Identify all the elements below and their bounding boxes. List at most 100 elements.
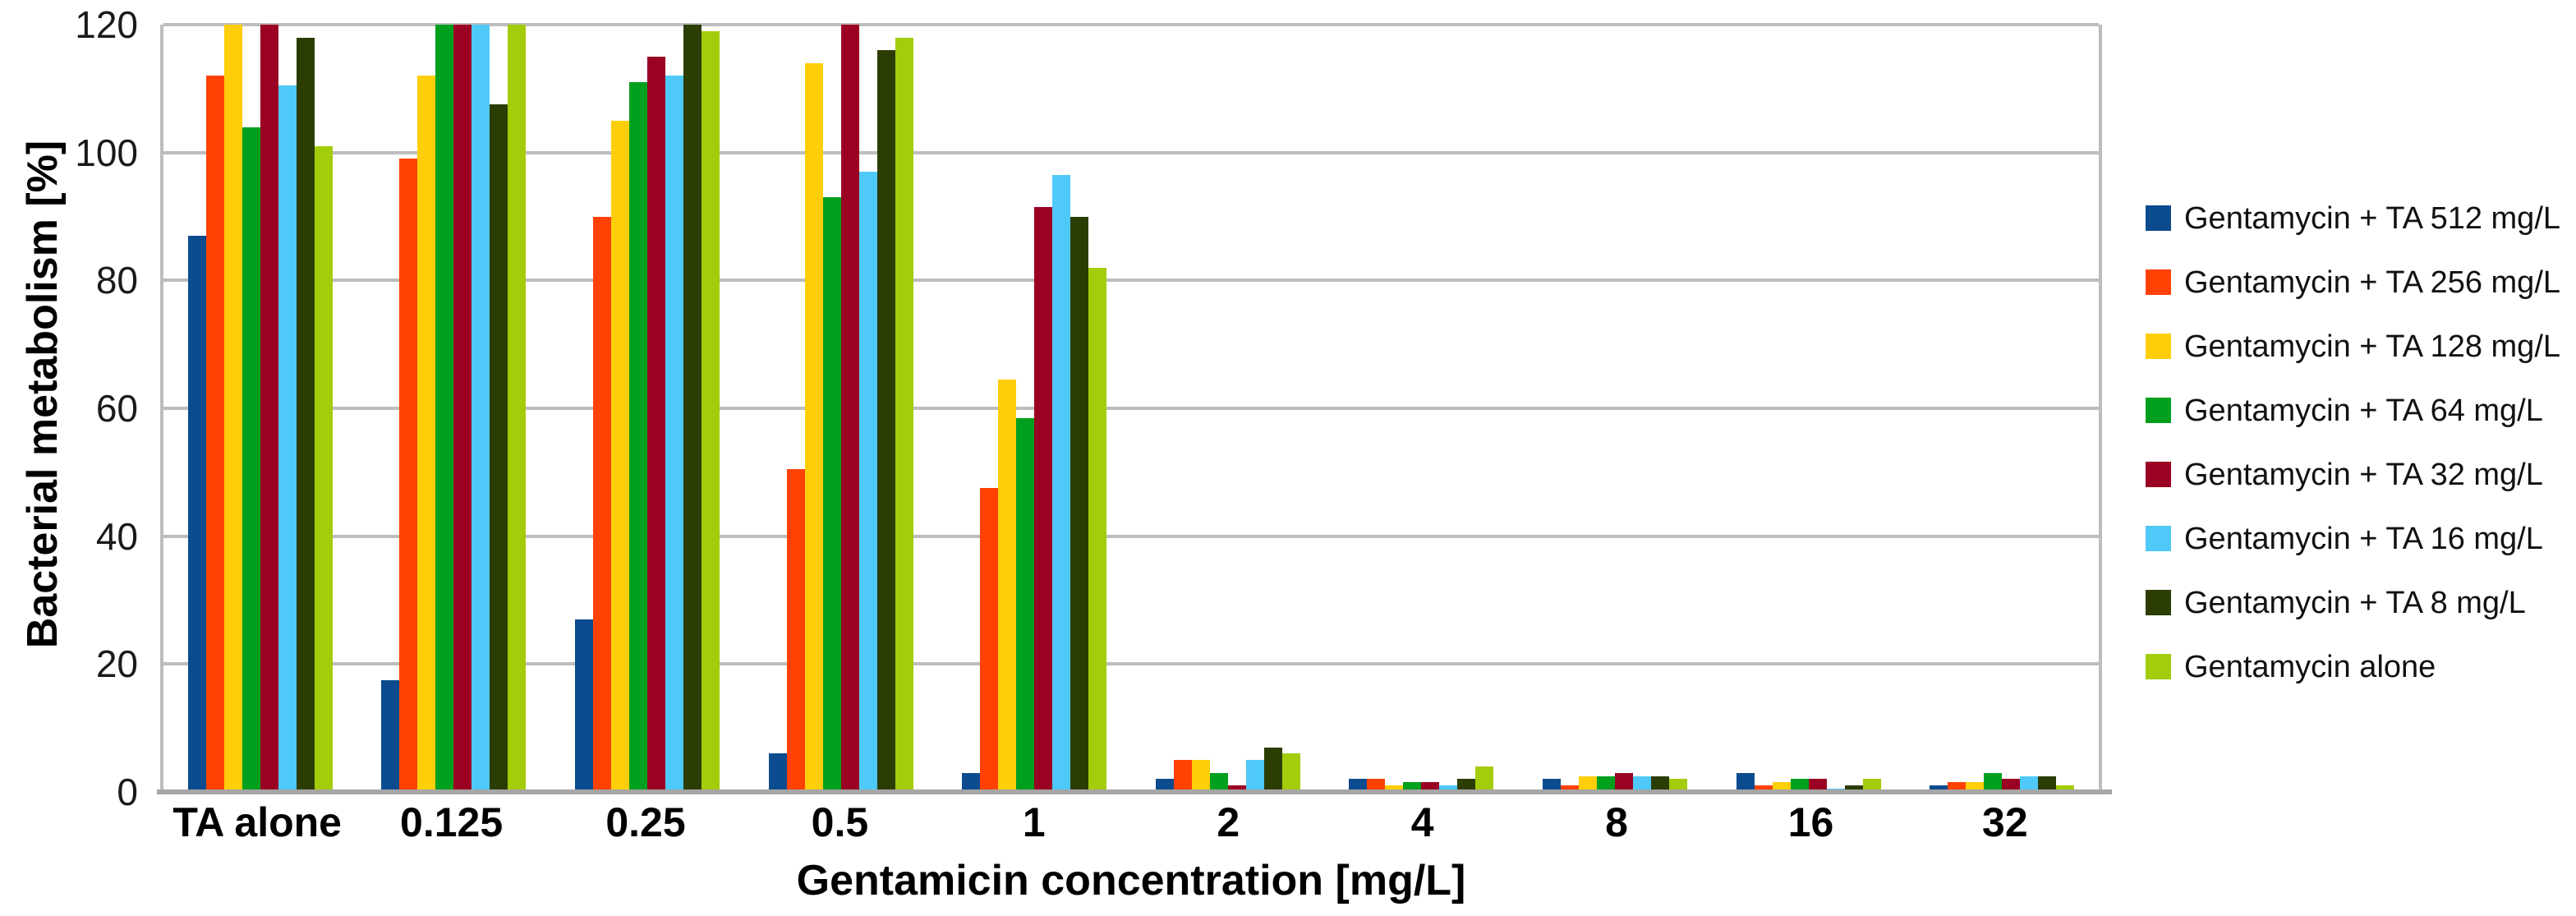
bar-group-0.5 — [744, 25, 938, 792]
bar — [1457, 779, 1476, 792]
bar-group-0.25 — [550, 25, 744, 792]
gridline-20 — [163, 662, 2099, 666]
bar — [205, 76, 224, 792]
bar — [2056, 785, 2075, 792]
bar — [592, 216, 611, 792]
bar — [998, 379, 1017, 792]
bar — [876, 50, 895, 792]
bar — [1281, 753, 1300, 792]
bar — [1772, 782, 1791, 792]
bar-group-1 — [937, 25, 1131, 792]
plot-area — [160, 23, 2102, 792]
legend-label: Gentamycin + TA 8 mg/L — [2184, 585, 2526, 620]
x-tick-label-16: 16 — [1787, 799, 1834, 845]
legend-label: Gentamycin + TA 64 mg/L — [2184, 393, 2543, 428]
bar — [1227, 785, 1246, 792]
y-tick-label-20: 20 — [95, 642, 138, 686]
bar — [1578, 776, 1597, 792]
bar — [683, 25, 702, 792]
x-tick-label-32: 32 — [1982, 799, 2028, 845]
bar — [1016, 417, 1035, 792]
bar — [1862, 779, 1881, 792]
bar — [1668, 779, 1687, 792]
legend-swatch-icon — [2146, 526, 2171, 551]
bar — [1966, 782, 1985, 792]
gridline-120 — [163, 23, 2099, 26]
bar — [701, 30, 720, 792]
gridline-40 — [163, 534, 2099, 538]
bar-group-0.125 — [357, 25, 551, 792]
x-tick-label-8: 8 — [1605, 799, 1628, 845]
bar — [278, 85, 297, 792]
gridline-60 — [163, 407, 2099, 410]
bar — [1542, 779, 1561, 792]
bar — [1790, 779, 1809, 792]
legend-swatch-icon — [2146, 462, 2171, 487]
bar — [1385, 785, 1404, 792]
bar — [1052, 174, 1071, 792]
bar — [980, 488, 999, 792]
bar — [1349, 779, 1368, 792]
bar — [2002, 779, 2021, 792]
bar-groups — [163, 25, 2099, 792]
bar — [665, 76, 683, 792]
x-tick-label-4: 4 — [1410, 799, 1434, 845]
bar — [472, 25, 490, 792]
bar — [1650, 776, 1669, 792]
bar — [435, 25, 454, 792]
bar — [786, 468, 805, 792]
bar — [1209, 772, 1228, 792]
legend-item: Gentamycin + TA 128 mg/L — [2146, 329, 2561, 364]
bar — [314, 145, 333, 792]
legend-item: Gentamycin + TA 256 mg/L — [2146, 265, 2561, 300]
bar — [1070, 216, 1089, 792]
bar — [417, 76, 436, 792]
bar — [399, 159, 418, 792]
bar — [768, 753, 787, 792]
bar — [1245, 760, 1264, 792]
bar — [1984, 772, 2003, 792]
bar — [1034, 206, 1053, 792]
bar — [1439, 785, 1458, 792]
bar — [840, 25, 859, 792]
bar — [1421, 782, 1440, 792]
bar — [1191, 760, 1210, 792]
y-tick-label-60: 60 — [95, 387, 138, 430]
gridline-80 — [163, 278, 2099, 283]
legend-item: Gentamycin + TA 64 mg/L — [2146, 393, 2560, 428]
bar-group-4 — [1325, 25, 1519, 792]
legend-swatch-icon — [2146, 654, 2171, 679]
bar — [1155, 779, 1174, 792]
y-tick-label-40: 40 — [95, 514, 138, 558]
y-tick-label-100: 100 — [75, 131, 138, 174]
bar — [2038, 776, 2057, 792]
bar-group-32 — [1905, 25, 2099, 792]
bar — [1948, 782, 1966, 792]
bar — [1808, 779, 1827, 792]
y-tick-label-0: 0 — [117, 771, 138, 813]
x-tick-label-0.25: 0.25 — [605, 799, 686, 845]
bar — [223, 25, 242, 792]
bar — [1596, 776, 1615, 792]
legend-label: Gentamycin + TA 512 mg/L — [2184, 200, 2561, 236]
bar — [1560, 785, 1579, 792]
legend-label: Gentamycin + TA 256 mg/L — [2184, 265, 2561, 300]
legend-swatch-icon — [2146, 269, 2171, 295]
legend-label: Gentamycin alone — [2184, 649, 2436, 684]
bar — [187, 235, 206, 792]
bar — [1754, 785, 1773, 792]
x-tick-label-2: 2 — [1217, 799, 1240, 845]
x-tick-label-ta-alone: TA alone — [172, 799, 342, 845]
legend: Gentamycin + TA 512 mg/L Gentamycin + TA … — [2146, 200, 2561, 718]
bar — [1367, 779, 1386, 792]
legend-label: Gentamycin + TA 128 mg/L — [2184, 329, 2561, 364]
legend-item: Gentamycin + TA 8 mg/L — [2146, 587, 2560, 619]
bar — [260, 25, 278, 792]
legend-item: Gentamycin alone — [2146, 651, 2560, 683]
legend-label: Gentamycin + TA 32 mg/L — [2184, 457, 2543, 492]
bar — [2020, 776, 2039, 792]
bar — [453, 25, 472, 792]
bar — [1930, 785, 1948, 792]
bar — [962, 772, 981, 792]
